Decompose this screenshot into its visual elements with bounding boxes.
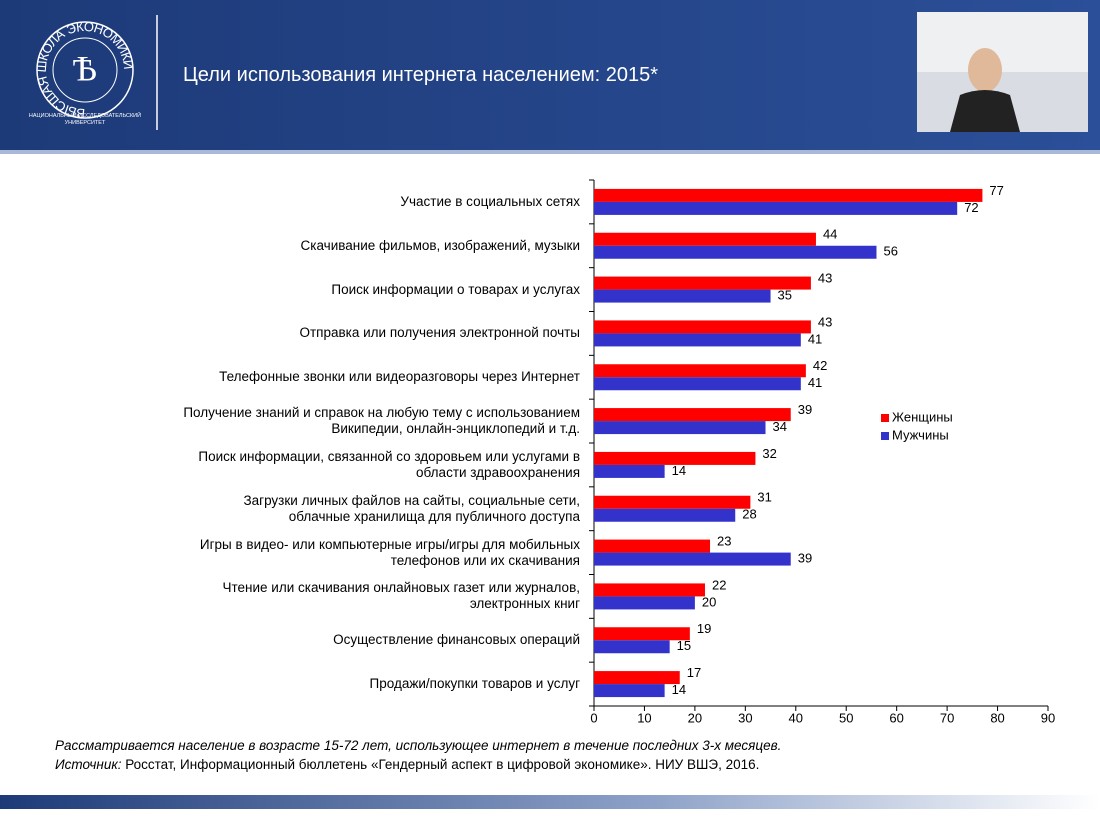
slide-title: Цели использования интернета населением:… (183, 64, 659, 86)
header-band (0, 0, 1100, 150)
legend-label: Женщины (892, 409, 953, 424)
source-text: Росстат, Информационный бюллетень «Генде… (121, 757, 760, 772)
value-label: 15 (677, 638, 691, 653)
category-label: Отправка или получения электронной почты (299, 325, 581, 341)
value-label: 39 (798, 551, 812, 566)
source-label: Источник: (55, 757, 122, 772)
legend-swatch (881, 414, 889, 422)
value-label: 35 (778, 288, 792, 303)
category-label: Продажи/покупки товаров и услуг (369, 676, 580, 692)
bar (594, 539, 711, 553)
bar (594, 495, 751, 509)
x-tick-label: 50 (839, 710, 853, 725)
bar (594, 640, 670, 654)
value-label: 39 (798, 402, 812, 417)
category-label: Игры в видео- или компьютерные игры/игры… (199, 536, 580, 568)
bar (594, 333, 801, 347)
value-label: 43 (818, 271, 832, 286)
bar (594, 364, 806, 378)
value-label: 32 (762, 446, 776, 461)
bar (594, 377, 801, 391)
bar (594, 684, 665, 698)
bar (594, 421, 766, 435)
x-tick-label: 10 (637, 710, 651, 725)
bar (594, 188, 983, 202)
category-label: Загрузки личных файлов на сайты, социаль… (243, 492, 580, 524)
value-label: 23 (717, 534, 731, 549)
x-tick-label: 0 (590, 710, 597, 725)
bar (594, 583, 705, 597)
category-label: Осуществление финансовых операций (333, 632, 580, 648)
bar (594, 201, 958, 215)
x-tick-label: 70 (940, 710, 954, 725)
bar (594, 464, 665, 478)
bar (594, 596, 695, 610)
bar (594, 408, 791, 422)
category-label: Получение знаний и справок на любую тему… (183, 405, 580, 437)
value-label: 28 (742, 507, 756, 522)
value-label: 22 (712, 577, 726, 592)
footnote-source: Источник: Росстат, Информационный бюллет… (55, 757, 759, 772)
value-label: 43 (818, 314, 832, 329)
value-label: 19 (697, 621, 711, 636)
logo-mark: Ѣ (73, 48, 97, 88)
bar (594, 320, 811, 334)
x-tick-label: 90 (1041, 710, 1055, 725)
value-label: 77 (989, 183, 1003, 198)
bar (594, 276, 811, 290)
value-label: 20 (702, 594, 716, 609)
category-label: Участие в социальных сетях (400, 193, 580, 209)
category-label: Скачивание фильмов, изображений, музыки (300, 237, 580, 253)
category-label: Поиск информации о товарах и услугах (331, 281, 580, 297)
logo-text: НАЦИОНАЛЬНЫЙ ИССЛЕДОВАТЕЛЬСКИЙ УНИВЕРСИТ… (28, 113, 142, 126)
value-label: 17 (687, 665, 701, 680)
bar (594, 508, 736, 522)
value-label: 34 (773, 419, 787, 434)
legend-label: Мужчины (892, 427, 949, 442)
value-label: 56 (883, 244, 897, 259)
value-label: 72 (964, 200, 978, 215)
value-label: 42 (813, 358, 827, 373)
legend-swatch (881, 432, 889, 440)
value-label: 31 (757, 490, 771, 505)
photo-body (950, 90, 1020, 132)
logo-inner (52, 37, 118, 103)
bar (594, 451, 756, 465)
x-tick-label: 20 (688, 710, 702, 725)
value-label: 41 (808, 331, 822, 346)
logo-ring (36, 21, 134, 119)
value-label: 14 (672, 463, 686, 478)
category-label: Чтение или скачивания онлайновых газет и… (222, 580, 581, 612)
bar (594, 289, 771, 303)
bar (594, 245, 877, 259)
photo-window (917, 12, 1088, 72)
bar (594, 671, 680, 685)
x-tick-label: 60 (889, 710, 903, 725)
bar (594, 552, 791, 566)
bar (594, 627, 690, 641)
bar (594, 232, 816, 246)
category-label: Поиск информации, связанной со здоровьем… (198, 448, 580, 480)
header-rule (0, 150, 1100, 154)
value-label: 41 (808, 375, 822, 390)
x-tick-label: 80 (990, 710, 1004, 725)
category-label: Телефонные звонки или видеоразговоры чер… (219, 369, 580, 385)
photo-face (968, 48, 1002, 92)
footer-band (0, 795, 1100, 809)
value-label: 44 (823, 227, 837, 242)
x-tick-label: 30 (738, 710, 752, 725)
value-label: 14 (672, 682, 686, 697)
x-tick-label: 40 (789, 710, 803, 725)
footnote-note: Рассматривается население в возрасте 15-… (55, 738, 782, 753)
